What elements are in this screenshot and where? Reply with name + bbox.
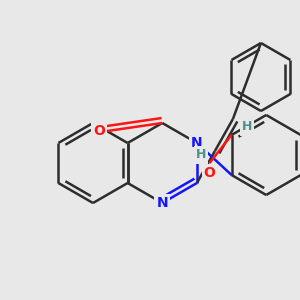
Text: N: N [157, 196, 168, 210]
Text: O: O [93, 124, 105, 138]
Text: H: H [242, 121, 252, 134]
Text: N: N [191, 136, 203, 150]
Text: O: O [204, 166, 215, 180]
Text: H: H [196, 148, 206, 161]
